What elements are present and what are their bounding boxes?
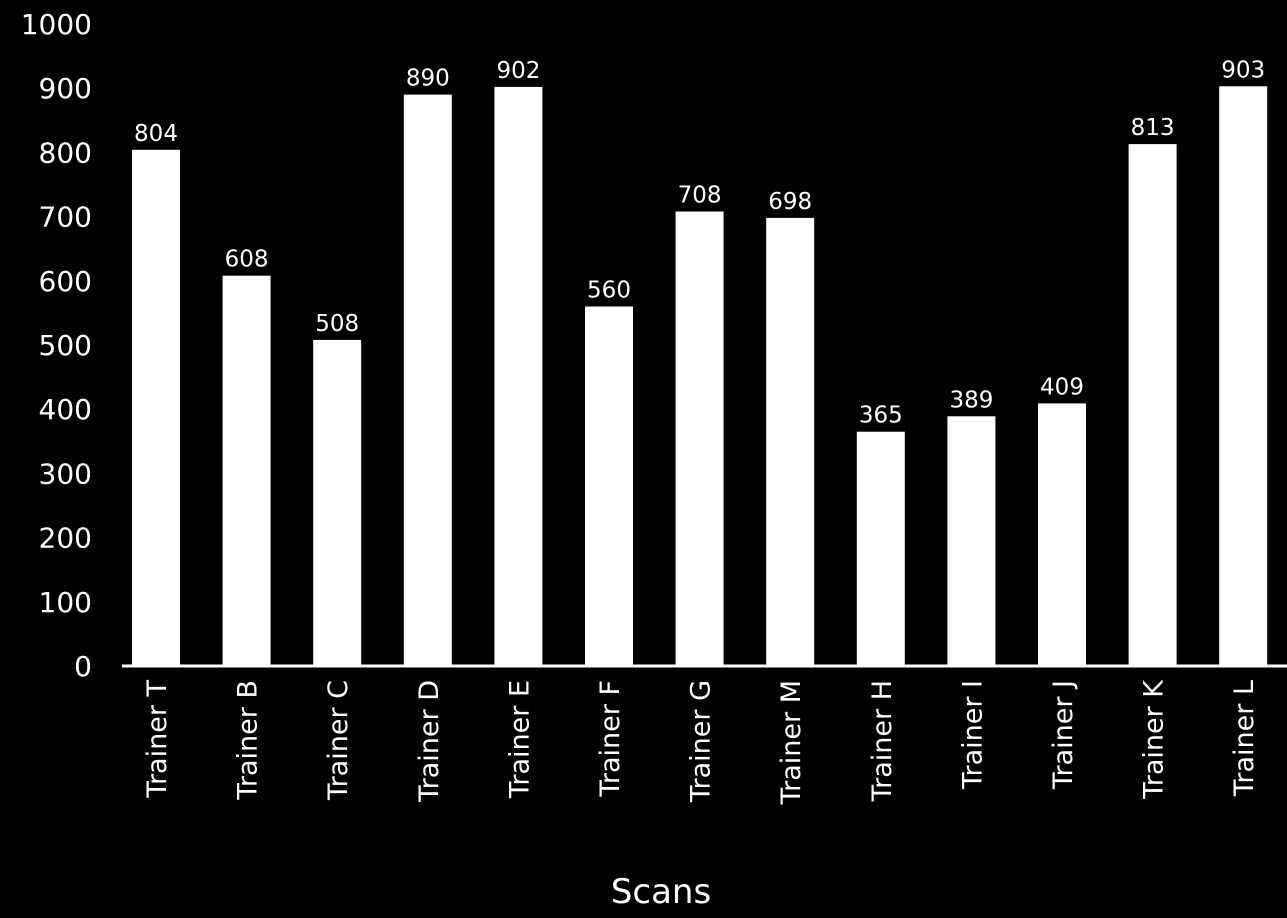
- bar: [222, 275, 271, 666]
- bar: [856, 431, 905, 666]
- bar-value-label: 409: [1040, 374, 1084, 400]
- x-axis-ticks: Trainer T Trainer B Trainer C Trainer D Trai…: [142, 679, 1260, 806]
- y-tick-label: 400: [39, 393, 92, 426]
- x-tick-label: Trainer B: [233, 680, 264, 801]
- x-tick-label: Trainer T: [142, 679, 173, 798]
- x-tick-label: Trainer E: [504, 680, 535, 799]
- bar-value-label: 698: [768, 189, 812, 215]
- bar: [1038, 403, 1086, 666]
- bar: [403, 94, 452, 667]
- bar: [1219, 86, 1268, 667]
- y-tick-label: 200: [39, 522, 92, 555]
- bar-value-label: 560: [587, 278, 631, 304]
- bar: [313, 339, 362, 666]
- bar: [494, 86, 543, 666]
- y-tick-label: 900: [39, 72, 92, 105]
- bar: [675, 211, 724, 666]
- y-tick-label: 800: [39, 136, 92, 169]
- bar: [1128, 144, 1177, 667]
- x-tick-label: Trainer K: [1139, 679, 1170, 800]
- y-tick-label: 500: [39, 329, 92, 362]
- x-tick-label: Trainer G: [686, 680, 717, 803]
- bar: [947, 416, 996, 666]
- bar-value-label: 890: [406, 66, 450, 92]
- bars-group: [132, 86, 1268, 667]
- bar: [132, 149, 180, 667]
- y-tick-label: 700: [39, 201, 92, 234]
- bar-value-label: 903: [1221, 57, 1265, 83]
- x-tick-label: Trainer F: [595, 680, 626, 798]
- x-tick-label: Trainer D: [414, 680, 445, 803]
- x-tick-label: Trainer J: [1048, 680, 1079, 790]
- y-tick-label: 1000: [21, 8, 92, 41]
- bar-value-label: 508: [315, 311, 359, 337]
- x-tick-label: Trainer H: [867, 680, 898, 802]
- bar-value-label: 608: [225, 247, 269, 273]
- bar-value-label: 708: [678, 183, 722, 209]
- y-tick-label: 100: [39, 586, 92, 619]
- bar-value-label: 804: [134, 121, 178, 147]
- x-axis-title: Scans: [611, 872, 711, 912]
- bar-value-label: 365: [859, 403, 903, 429]
- value-labels-group: 804 608 508 890 902 560 708 698 365 389 409 813 903: [134, 57, 1265, 428]
- x-tick-label: Trainer M: [776, 680, 807, 805]
- y-tick-label: 600: [39, 265, 92, 298]
- x-tick-label: Trainer I: [957, 680, 988, 790]
- x-tick-label: Trainer L: [1229, 680, 1260, 797]
- x-tick-label: Trainer C: [323, 680, 354, 801]
- bar-value-label: 902: [496, 58, 540, 84]
- bar: [766, 217, 815, 666]
- y-tick-label: 0: [74, 650, 92, 683]
- bar: [585, 306, 633, 666]
- y-axis-ticks: 0 100 200 300 400 500 600 700 800 900 1000: [21, 8, 92, 683]
- y-tick-label: 300: [39, 457, 92, 490]
- bar-value-label: 813: [1131, 115, 1175, 141]
- bar-value-label: 389: [949, 387, 993, 413]
